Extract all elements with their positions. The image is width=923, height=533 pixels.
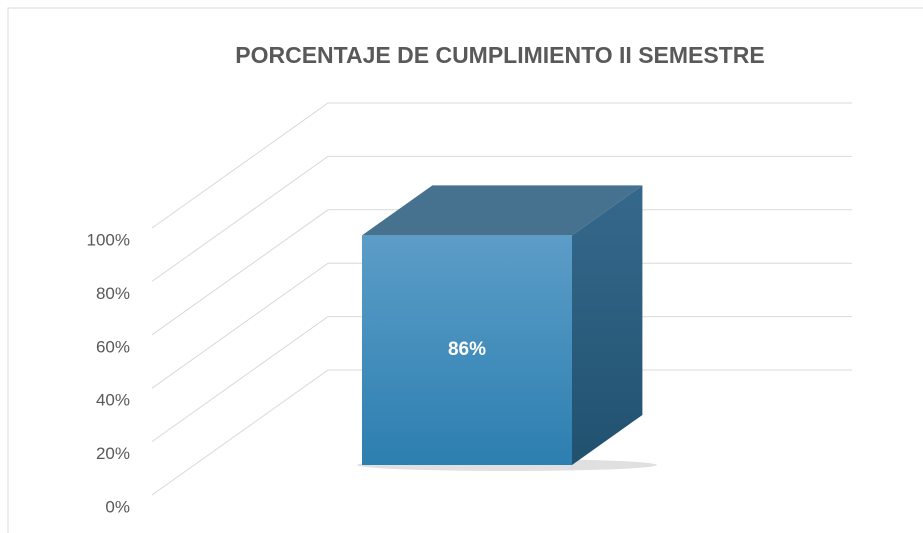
data-label: 86%	[448, 339, 486, 360]
y-tick-label: 60%	[96, 337, 130, 356]
y-tick-label: 20%	[96, 444, 130, 463]
y-tick-label: 100%	[87, 230, 130, 249]
bar-side	[572, 185, 643, 465]
grid-line	[151, 102, 852, 229]
grid-line	[151, 316, 852, 443]
grid-line	[151, 369, 852, 496]
chart-border	[7, 7, 923, 533]
grid-line	[151, 155, 852, 282]
y-tick-label: 80%	[96, 284, 130, 303]
grid-line	[151, 209, 852, 336]
y-tick-label: 0%	[105, 497, 130, 516]
y-tick-label: 40%	[96, 391, 130, 410]
chart-title: PORCENTAJE DE CUMPLIMIENTO II SEMESTRE	[235, 42, 764, 68]
bar-top	[362, 185, 643, 236]
grid-line	[151, 262, 852, 389]
bar	[362, 235, 572, 465]
